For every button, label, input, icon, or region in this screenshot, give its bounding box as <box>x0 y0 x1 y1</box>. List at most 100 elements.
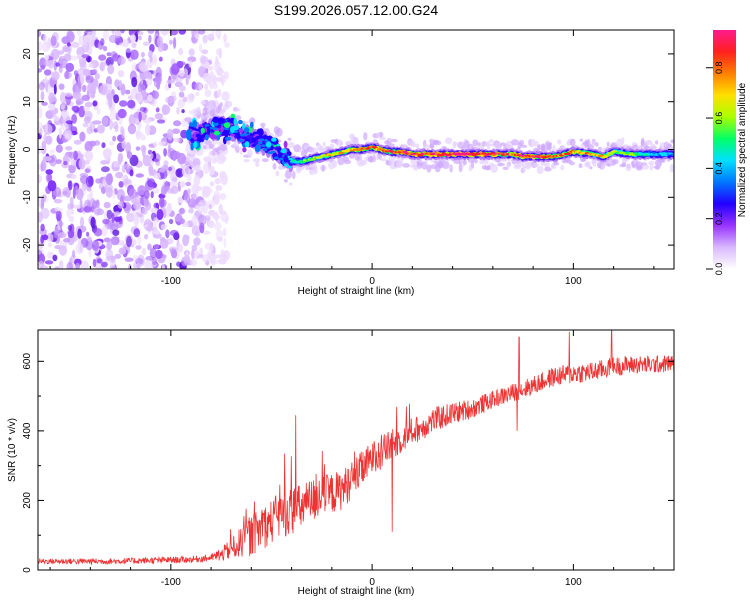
spectrogram-halo-cell <box>368 155 374 163</box>
spectrogram-halo-cell <box>537 144 541 152</box>
spectrogram-halo-cell <box>260 122 266 127</box>
spectrogram-noise-cell <box>65 146 73 151</box>
spectrogram-noise-cell <box>55 144 63 153</box>
spectrogram-noise-cell <box>86 31 95 40</box>
spectrogram-noise-cell <box>62 187 71 197</box>
colorbar-tick-label: 0.2 <box>714 212 724 225</box>
spectrogram-noise-cell <box>173 151 181 159</box>
spectrogram-noise-cell <box>202 34 208 44</box>
spectrogram-noise-cell <box>72 249 76 258</box>
spectrogram-noise-cell <box>148 34 152 44</box>
spectrogram-ridge-blob <box>258 128 264 137</box>
spectrogram-ridge-blob <box>242 147 247 153</box>
spectrogram-noise-cell <box>100 38 105 46</box>
spectrogram-halo-cell <box>272 163 277 170</box>
spectrogram-noise-cell <box>175 168 184 178</box>
spectrogram-noise-cell <box>120 30 125 34</box>
spectrogram-halo-cell <box>219 144 228 151</box>
spectrogram-noise-cell <box>62 45 69 51</box>
spectrogram-noise-cell <box>114 216 122 222</box>
spectrogram-noise-cell <box>42 42 50 53</box>
spectrogram-noise-cell <box>129 30 138 34</box>
spectrogram-noise-cell <box>120 241 125 247</box>
spectrogram-noise-cell <box>93 228 103 237</box>
spectrogram-noise-cell <box>108 141 115 146</box>
spectrogram-halo-cell <box>644 140 653 146</box>
spectrogram-noise-cell <box>92 100 98 107</box>
spectrogram-noise-cell <box>203 156 212 163</box>
spectrogram-x-axis: -100 0 100 <box>49 30 655 287</box>
spectrogram-noise-cell <box>109 108 117 121</box>
spectrogram-noise-cell <box>218 154 226 161</box>
spectrogram-ridge-blob <box>185 129 192 137</box>
spectrogram-noise-cell <box>222 228 227 237</box>
spectrogram-halo-cell <box>636 161 643 170</box>
spectrogram-noise-cell <box>160 30 169 36</box>
spectrogram-noise-cell <box>110 236 120 246</box>
spectrogram-noise-cell <box>214 221 222 231</box>
spectrogram-halo-cell <box>606 141 610 147</box>
spectrogram-noise-cell <box>113 211 121 216</box>
colorbar-tick-label: 0.8 <box>714 61 724 74</box>
spectrogram-noise-cell <box>155 107 160 113</box>
spectrogram-noise-cell <box>92 78 99 90</box>
spectrogram-noise-cell <box>154 113 163 120</box>
spectrogram-noise-cell <box>143 190 150 200</box>
spectrogram-noise-cell <box>92 120 102 125</box>
spectrogram-noise-cell <box>147 178 156 188</box>
spectrogram-halo-cell <box>410 143 417 148</box>
spectrogram-noise-cell <box>105 56 114 67</box>
spectrogram-noise-cell <box>147 30 155 34</box>
spectrogram-noise-cell <box>60 122 69 130</box>
spectrogram-noise-cell <box>90 92 96 99</box>
spectrogram-noise-cell <box>199 43 203 53</box>
colorbar-tick-label: 0.0 <box>714 263 724 276</box>
spectrogram-noise-cell <box>46 233 54 243</box>
spectrogram-noise-cell <box>86 231 90 237</box>
spectrogram-noise-cell <box>153 172 162 179</box>
spectrogram-halo-cell <box>288 141 295 148</box>
spectrogram-halo-cell <box>395 161 403 168</box>
spectrogram-noise-cell <box>76 188 84 201</box>
spectrogram-noise-cell <box>141 247 147 256</box>
spectrogram-noise-cell <box>73 70 79 76</box>
spectrogram-noise-cell <box>44 55 49 61</box>
spectrogram-noise-cell <box>96 258 103 264</box>
spectrogram-noise-cell <box>84 168 91 173</box>
spectrogram-noise-cell <box>119 100 128 107</box>
spectrogram-noise-cell <box>93 140 101 146</box>
spectrogram-noise-cell <box>159 168 166 173</box>
spectrogram-noise-cell <box>171 72 179 82</box>
spectrogram-noise-cell <box>217 88 222 98</box>
spectrogram-noise-cell <box>85 75 94 84</box>
spectrogram-noise-cell <box>169 236 175 244</box>
spectrogram-noise-cell <box>73 150 78 161</box>
spectrogram-ridge-cell <box>286 165 292 169</box>
spectrogram-noise-cell <box>56 134 65 145</box>
spectrogram-halo-cell <box>275 127 283 137</box>
spectrogram-noise-cell <box>178 70 185 77</box>
spectrogram-noise-cell <box>185 93 195 104</box>
spectrogram-ridge-blob <box>233 117 237 126</box>
spectrogram-noise-cell <box>107 64 115 75</box>
spectrogram-ridge-blob <box>186 134 192 141</box>
spectrogram-noise-cell <box>136 254 145 267</box>
spectrogram-ridge-blob <box>204 134 209 141</box>
spectrogram-noise-cell <box>68 164 76 174</box>
spectrogram-noise-cell <box>183 255 191 264</box>
spectrogram-noise-cell <box>219 170 227 181</box>
spectrogram-noise-cell <box>87 236 92 242</box>
spectrogram-noise-cell <box>169 39 173 45</box>
spectrogram-halo-cell <box>597 146 602 151</box>
spectrogram-noise-cell <box>208 66 214 71</box>
snr-x-tick-label: 0 <box>369 577 375 588</box>
spectrogram-noise-cell <box>198 214 207 226</box>
spectrogram-halo-cell <box>452 141 457 149</box>
spectrogram-noise-cell <box>121 128 125 139</box>
spectrogram-x-label: Height of straight line (km) <box>298 286 415 297</box>
spectrogram-halo-cell <box>391 138 398 143</box>
spectrogram-noise-cell <box>38 30 42 37</box>
snr-content <box>38 330 674 566</box>
colorbar-label: Normalized spectral amplitude <box>737 82 748 217</box>
